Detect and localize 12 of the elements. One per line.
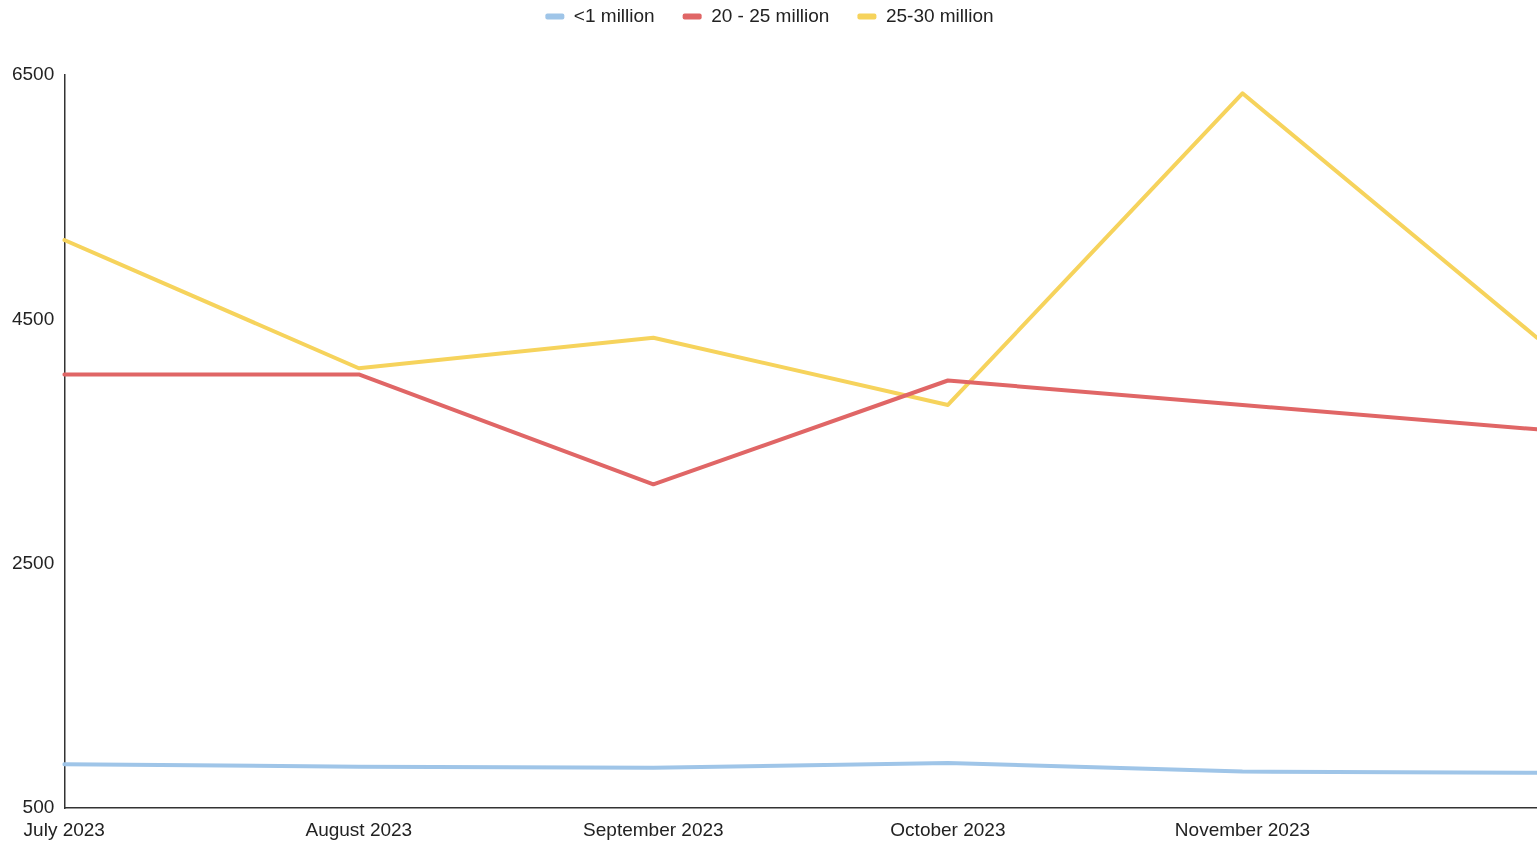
x-tick-label: August 2023 — [305, 818, 413, 840]
x-tick-label: July 2023 — [23, 818, 105, 840]
y-tick-label: 2500 — [11, 552, 55, 574]
x-tick-label: September 2023 — [583, 818, 724, 840]
y-tick-label: 6500 — [11, 63, 55, 85]
legend-label: 25-30 million — [885, 4, 994, 26]
y-tick-label: 4500 — [11, 307, 55, 329]
legend-label: <1 million — [573, 4, 655, 26]
y-tick-label: 500 — [22, 796, 55, 818]
x-tick-label: October 2023 — [890, 818, 1006, 840]
legend-label: 20 - 25 million — [711, 4, 830, 26]
x-tick-label: November 2023 — [1174, 818, 1311, 840]
